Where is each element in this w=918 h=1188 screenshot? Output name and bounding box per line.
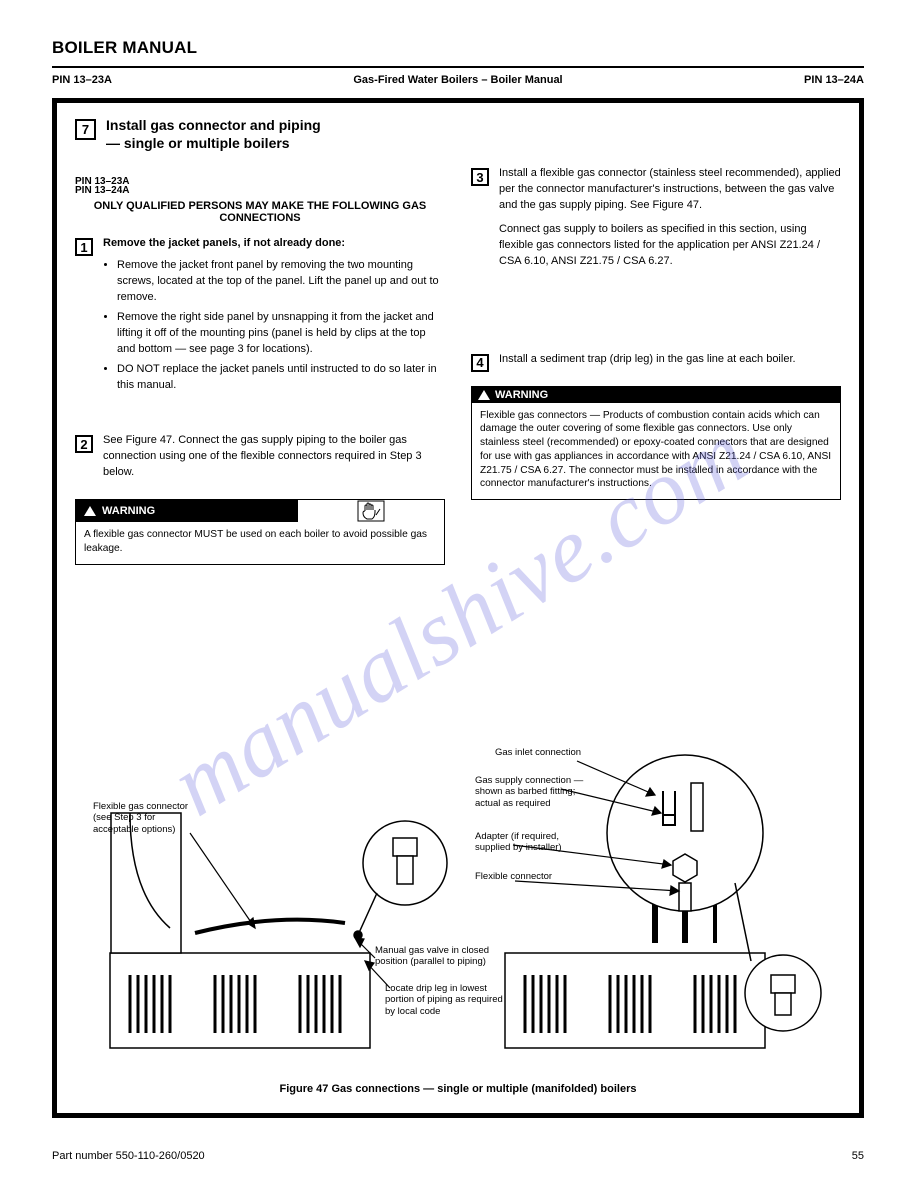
callout-adapter: Adapter (if required, supplied by instal… xyxy=(475,831,585,854)
step3-box: 3 xyxy=(471,168,489,186)
callout-valve: Manual gas valve in closed position (par… xyxy=(375,945,495,968)
page-content: BOILER MANUAL PIN 13–23A Gas-Fired Water… xyxy=(52,38,864,1118)
col-left: PIN 13–23A PIN 13–24A ONLY QUALIFIED PER… xyxy=(75,166,445,565)
callout-gas-inlet: Gas inlet connection xyxy=(495,747,605,758)
warning-right-triangle-icon xyxy=(478,390,490,400)
section-number: 7 xyxy=(82,122,89,137)
footer-part: Part number 550-110-260/0520 xyxy=(52,1150,205,1162)
warning-left-body: A flexible gas connector MUST be used on… xyxy=(76,522,444,564)
step1-num: 1 xyxy=(80,240,87,255)
warning-right-header: WARNING xyxy=(472,387,840,403)
step1-row: 1 Remove the jacket panels, if not alrea… xyxy=(75,236,445,397)
step2-text: See Figure 47. Connect the gas supply pi… xyxy=(103,433,445,481)
col-right: 3 Install a flexible gas connector (stai… xyxy=(471,166,841,565)
step4-box: 4 xyxy=(471,354,489,372)
warning-right-body: Flexible gas connectors — Products of co… xyxy=(472,403,840,500)
figure-svg xyxy=(75,723,845,1083)
step3-text-b: Connect gas supply to boilers as specifi… xyxy=(499,222,841,270)
step1-b1: Remove the jacket front panel by removin… xyxy=(117,258,445,306)
step4-row: 4 Install a sediment trap (drip leg) in … xyxy=(471,352,841,372)
warning-right: WARNING Flexible gas connectors — Produc… xyxy=(471,386,841,501)
warning-left-label: WARNING xyxy=(102,505,155,517)
step1-list: Remove the jacket front panel by removin… xyxy=(103,258,445,394)
warning-left-header: WARNING xyxy=(76,500,444,522)
step2-box: 2 xyxy=(75,435,93,453)
step3-row: 3 Install a flexible gas connector (stai… xyxy=(471,166,841,270)
step1-title: Remove the jacket panels, if not already… xyxy=(103,236,445,252)
figure-caption: Figure 47 Gas connections — single or mu… xyxy=(75,1083,841,1095)
manual-title: BOILER MANUAL xyxy=(52,38,864,58)
step4-num: 4 xyxy=(476,355,483,370)
step2-row: 2 See Figure 47. Connect the gas supply … xyxy=(75,433,445,481)
subtitle: Gas-Fired Water Boilers – Boiler Manual xyxy=(353,74,562,86)
footer-page: 55 xyxy=(852,1150,864,1162)
qualified-note: ONLY QUALIFIED PERSONS MAY MAKE THE FOLL… xyxy=(75,200,445,224)
figure-47: Flexible gas connector (see Step 3 for a… xyxy=(75,723,841,1103)
step2-num: 2 xyxy=(80,437,87,452)
content-frame: 7 Install gas connector and piping — sin… xyxy=(52,98,864,1118)
step3-body: Install a flexible gas connector (stainl… xyxy=(499,166,841,270)
warning-left-label-wrap: WARNING xyxy=(76,500,297,522)
columns: PIN 13–23A PIN 13–24A ONLY QUALIFIED PER… xyxy=(75,166,841,565)
warning-left-icon-cell xyxy=(297,500,444,522)
callout-drip: Locate drip leg in lowest portion of pip… xyxy=(385,983,505,1017)
page-footer: Part number 550-110-260/0520 55 xyxy=(52,1150,864,1162)
subheader-row: PIN 13–23A Gas-Fired Water Boilers – Boi… xyxy=(52,74,864,86)
step1-b2: Remove the right side panel by unsnappin… xyxy=(117,310,445,358)
section-title-2: — single or multiple boilers xyxy=(106,135,321,153)
step1-box: 1 xyxy=(75,238,93,256)
header-divider xyxy=(52,66,864,68)
step3-num: 3 xyxy=(476,170,483,185)
step1-b3: DO NOT replace the jacket panels until i… xyxy=(117,362,445,394)
callout-flex: Flexible connector xyxy=(475,871,585,882)
section-title-1: Install gas connector and piping xyxy=(106,117,321,135)
callout-connector: Flexible gas connector (see Step 3 for a… xyxy=(93,801,203,835)
hand-stop-icon xyxy=(357,500,385,522)
warning-left-triangle-icon xyxy=(84,506,96,516)
pin-right: PIN 13–24A xyxy=(804,74,864,86)
step4-text: Install a sediment trap (drip leg) in th… xyxy=(499,352,796,368)
pin-right-tag: PIN 13–24A xyxy=(75,185,445,196)
section-header: 7 Install gas connector and piping — sin… xyxy=(75,117,841,152)
step3-text-a: Install a flexible gas connector (stainl… xyxy=(499,166,841,214)
section-title-wrap: Install gas connector and piping — singl… xyxy=(106,117,321,152)
callout-supply: Gas supply connection — shown as barbed … xyxy=(475,775,595,809)
section-number-box: 7 xyxy=(75,119,96,140)
pin-left: PIN 13–23A xyxy=(52,74,112,86)
warning-left: WARNING A flexible gas connector MUST be… xyxy=(75,499,445,565)
warning-right-label: WARNING xyxy=(495,389,548,401)
step1-body: Remove the jacket panels, if not already… xyxy=(103,236,445,397)
